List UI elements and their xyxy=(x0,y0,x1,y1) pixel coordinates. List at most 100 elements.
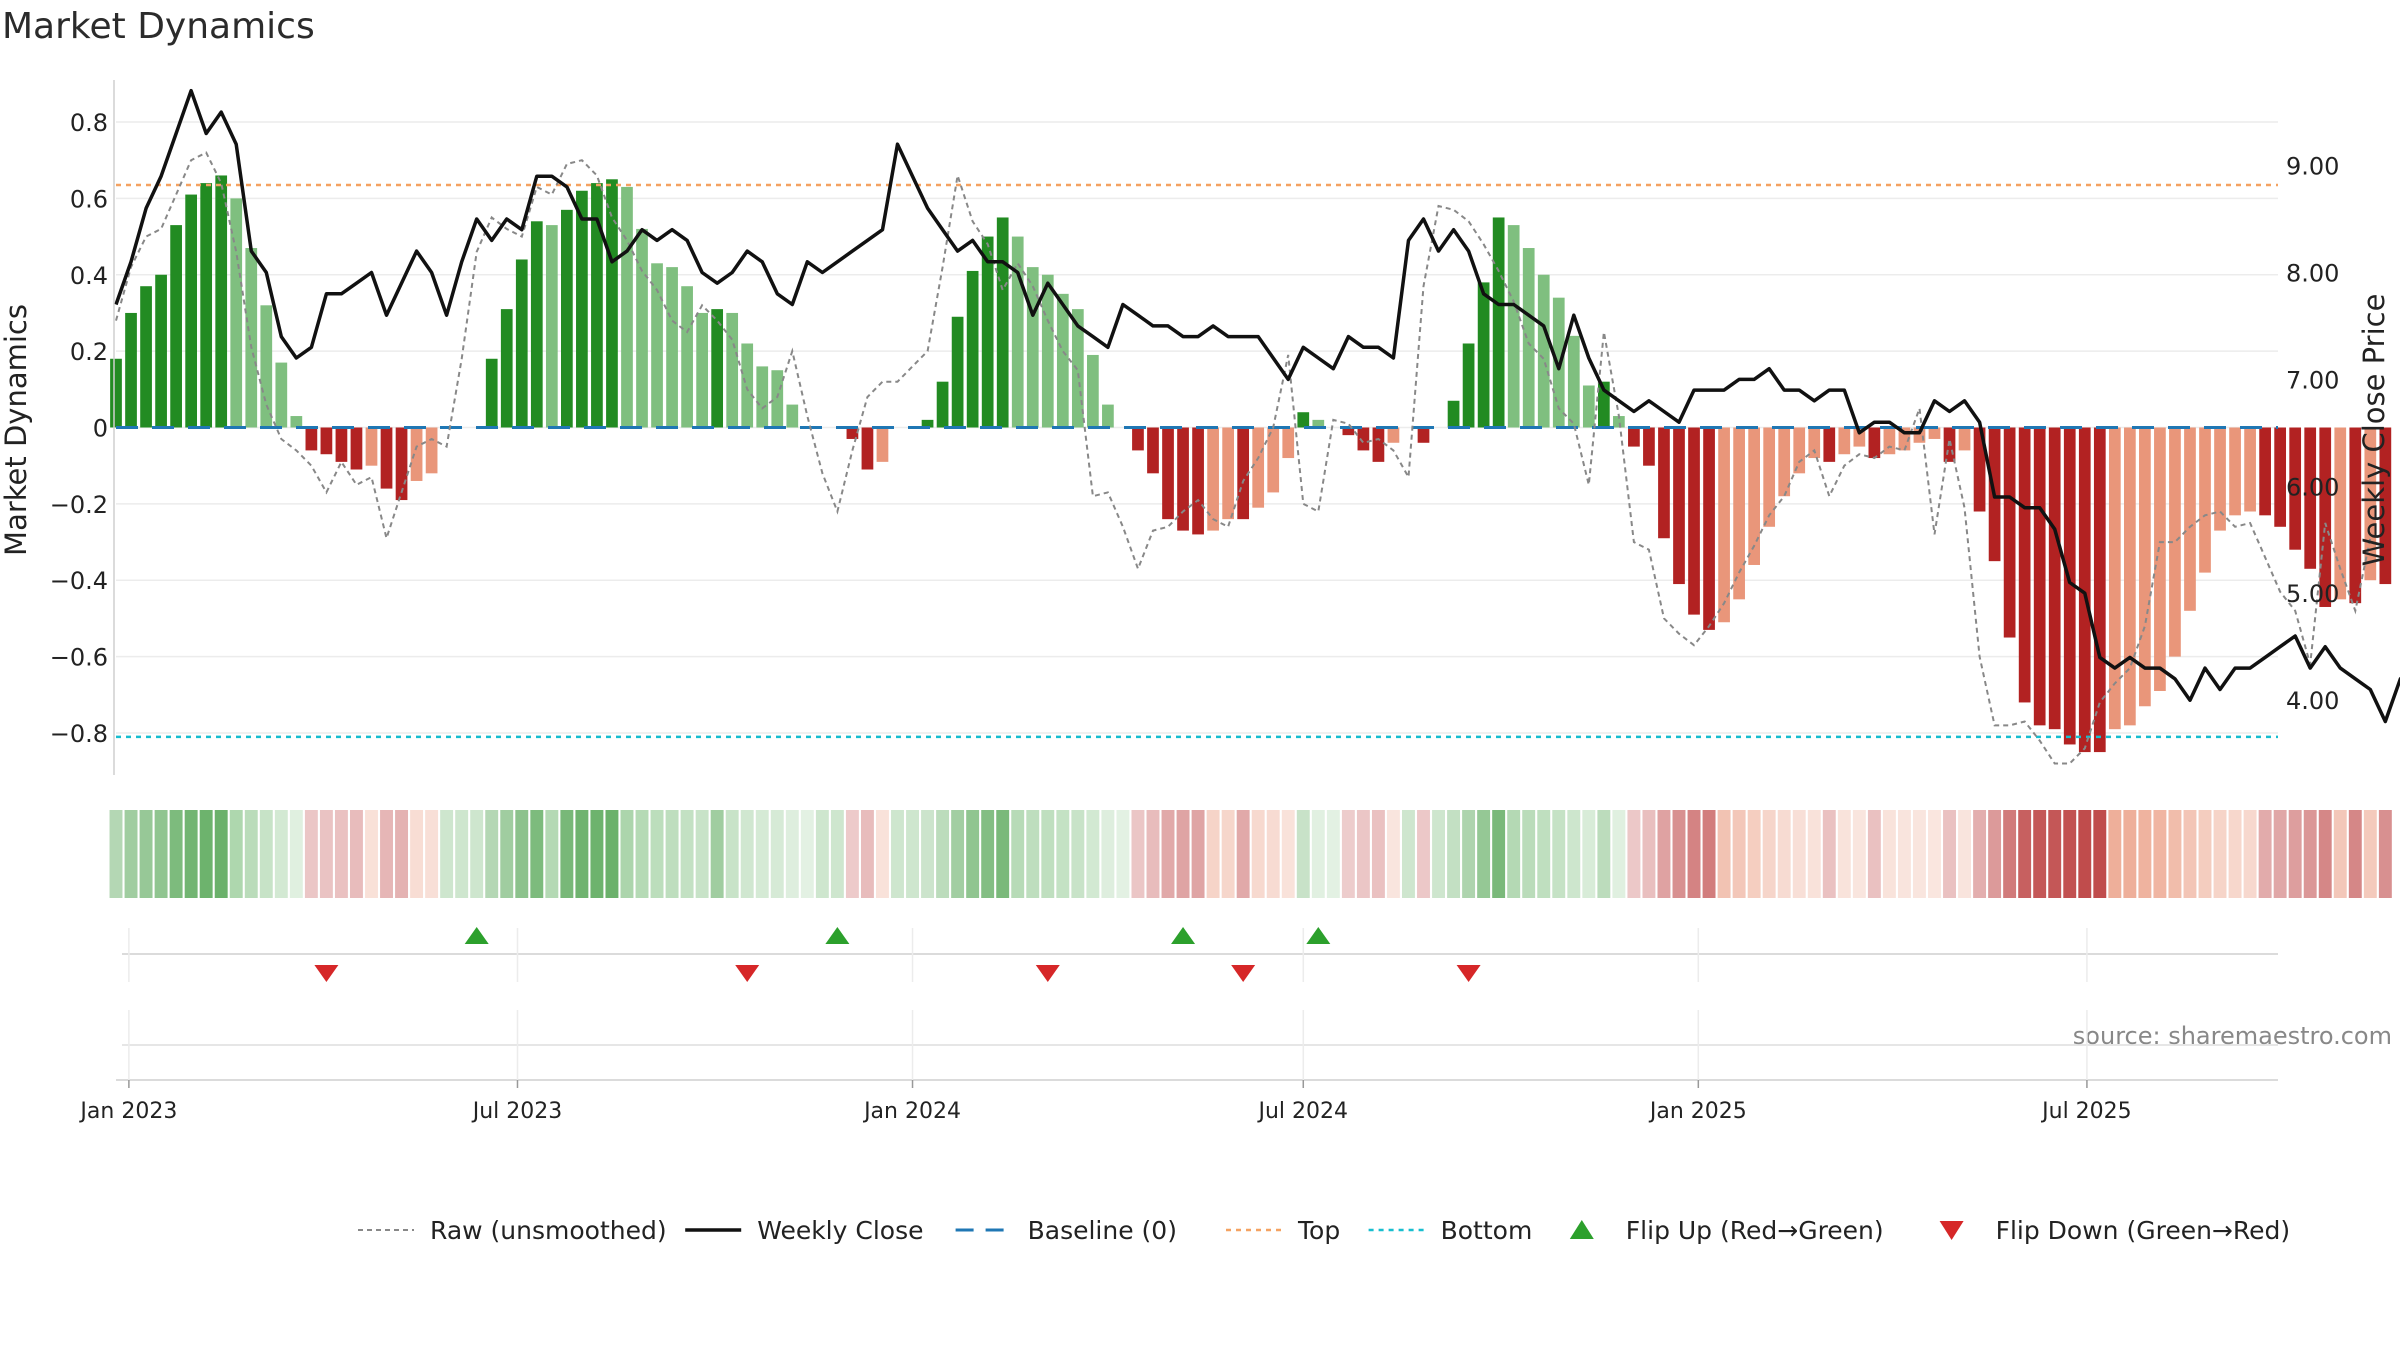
state-strip-cell xyxy=(770,810,784,898)
dynamics-bar xyxy=(1056,293,1069,428)
dynamics-bar xyxy=(2154,427,2166,691)
dynamics-bar xyxy=(741,343,754,428)
state-strip-cell xyxy=(1356,810,1370,898)
state-strip-cell xyxy=(1026,810,1040,898)
state-strip-cell xyxy=(725,810,739,898)
flip-down-marker xyxy=(1035,965,1060,982)
flip-up-marker xyxy=(1171,927,1196,944)
state-strip-cell xyxy=(800,810,814,898)
dynamics-bar xyxy=(1718,427,1730,623)
state-strip-cell xyxy=(921,810,935,898)
state-strip-cell xyxy=(2228,810,2242,898)
dynamics-bar xyxy=(951,316,964,428)
dynamics-bar xyxy=(1312,419,1325,428)
state-strip-cell xyxy=(1236,810,1250,898)
dynamics-bar xyxy=(2048,427,2061,730)
dynamics-bar xyxy=(861,427,874,470)
state-strip-cell xyxy=(1146,810,1160,898)
dynamics-bar xyxy=(1372,427,1385,462)
dynamics-bar xyxy=(1071,309,1084,428)
state-strip-cell xyxy=(425,810,439,898)
state-strip-cell xyxy=(1041,810,1055,898)
dynamics-bar xyxy=(936,381,949,428)
dynamics-bar xyxy=(2078,427,2091,753)
dynamics-bar xyxy=(275,362,288,428)
dynamics-bar xyxy=(921,419,934,428)
state-strip-cell xyxy=(530,810,544,898)
y-axis-right-label: Weekly Close Price xyxy=(2357,294,2391,567)
state-strip-cell xyxy=(2348,810,2362,898)
dynamics-bar xyxy=(2334,427,2347,600)
state-strip-cell xyxy=(1402,810,1415,898)
state-strip-cell xyxy=(1567,810,1581,898)
dynamics-bar xyxy=(1883,427,1896,455)
state-strip-cell xyxy=(1702,810,1716,898)
state-strip-cell xyxy=(695,810,709,898)
state-strip-cell xyxy=(2318,810,2332,898)
state-strip-cell xyxy=(680,810,694,898)
state-strip-cell xyxy=(876,810,889,898)
dynamics-bar xyxy=(1507,225,1520,428)
state-strip-cell xyxy=(2063,810,2077,898)
state-strip-cell xyxy=(440,810,454,898)
state-strip-cell xyxy=(1522,810,1536,898)
state-strip-cell xyxy=(1552,810,1566,898)
dynamics-bar xyxy=(1567,335,1580,428)
dynamics-bar xyxy=(380,427,393,489)
dynamics-bar xyxy=(1147,427,1159,474)
state-strip-cell xyxy=(2378,810,2392,898)
state-strip-cell xyxy=(319,810,333,898)
y-right-tick-label: 7.00 xyxy=(2286,366,2339,394)
dynamics-bar xyxy=(1778,427,1791,497)
dynamics-bar xyxy=(2003,427,2016,638)
state-strip-cell xyxy=(1717,810,1731,898)
dynamics-bar xyxy=(1838,427,1851,455)
state-strip-cell xyxy=(1507,810,1521,898)
state-strip-cell xyxy=(951,810,965,898)
dynamics-bar xyxy=(2033,427,2046,726)
legend-top-label: Top xyxy=(1297,1216,1340,1245)
state-strip-cell xyxy=(650,810,664,898)
state-strip-cell xyxy=(1642,810,1656,898)
dynamics-bar xyxy=(1673,427,1685,585)
dynamics-bar xyxy=(1537,274,1550,428)
dynamics-bar xyxy=(726,312,739,428)
dynamics-bar xyxy=(1793,427,1806,474)
dynamics-bar xyxy=(606,179,618,428)
dynamics-bar xyxy=(2123,427,2136,726)
dynamics-bar xyxy=(1132,427,1144,451)
dynamics-bar xyxy=(1102,404,1114,428)
dynamics-bar xyxy=(2304,427,2317,569)
state-strip-cell xyxy=(996,810,1010,898)
state-strip-cell xyxy=(1131,810,1145,898)
line-layer xyxy=(114,88,2400,765)
state-strip-cell xyxy=(1973,810,1987,898)
state-strip-cell xyxy=(1897,810,1911,898)
dynamics-bar xyxy=(1808,427,1821,459)
dynamics-bar xyxy=(2108,427,2121,730)
axes-layer: Market Dynamics Weekly Close Price 0.8 0.… xyxy=(0,80,2391,775)
dynamics-bar xyxy=(591,183,603,428)
state-strip-cell xyxy=(1477,810,1491,898)
state-strip-cell xyxy=(1206,810,1220,898)
dynamics-bar xyxy=(1958,427,1971,451)
x-tick-label: Jul 2025 xyxy=(2040,1099,2132,1124)
state-strip-cell xyxy=(289,810,303,898)
dynamics-bar xyxy=(996,217,1009,428)
dynamics-bar xyxy=(666,267,678,428)
state-strip-cell xyxy=(665,810,679,898)
x-tick-label: Jan 2024 xyxy=(862,1099,961,1124)
flip-up-marker xyxy=(464,927,489,944)
state-strip-cell xyxy=(1326,810,1340,898)
dynamics-bar xyxy=(2139,427,2151,707)
x-tick-label: Jan 2023 xyxy=(78,1099,177,1124)
dynamics-bar xyxy=(1823,427,1836,462)
dynamics-bar xyxy=(1237,427,1250,520)
state-strip-cell xyxy=(545,810,559,898)
dynamics-bar xyxy=(545,225,558,428)
state-strip-cell xyxy=(410,810,424,898)
bottom-panel: source: sharemaestro.com xyxy=(116,1010,2392,1081)
y-right-tick-label: 4.00 xyxy=(2286,687,2339,715)
state-strip-cell xyxy=(109,810,123,898)
